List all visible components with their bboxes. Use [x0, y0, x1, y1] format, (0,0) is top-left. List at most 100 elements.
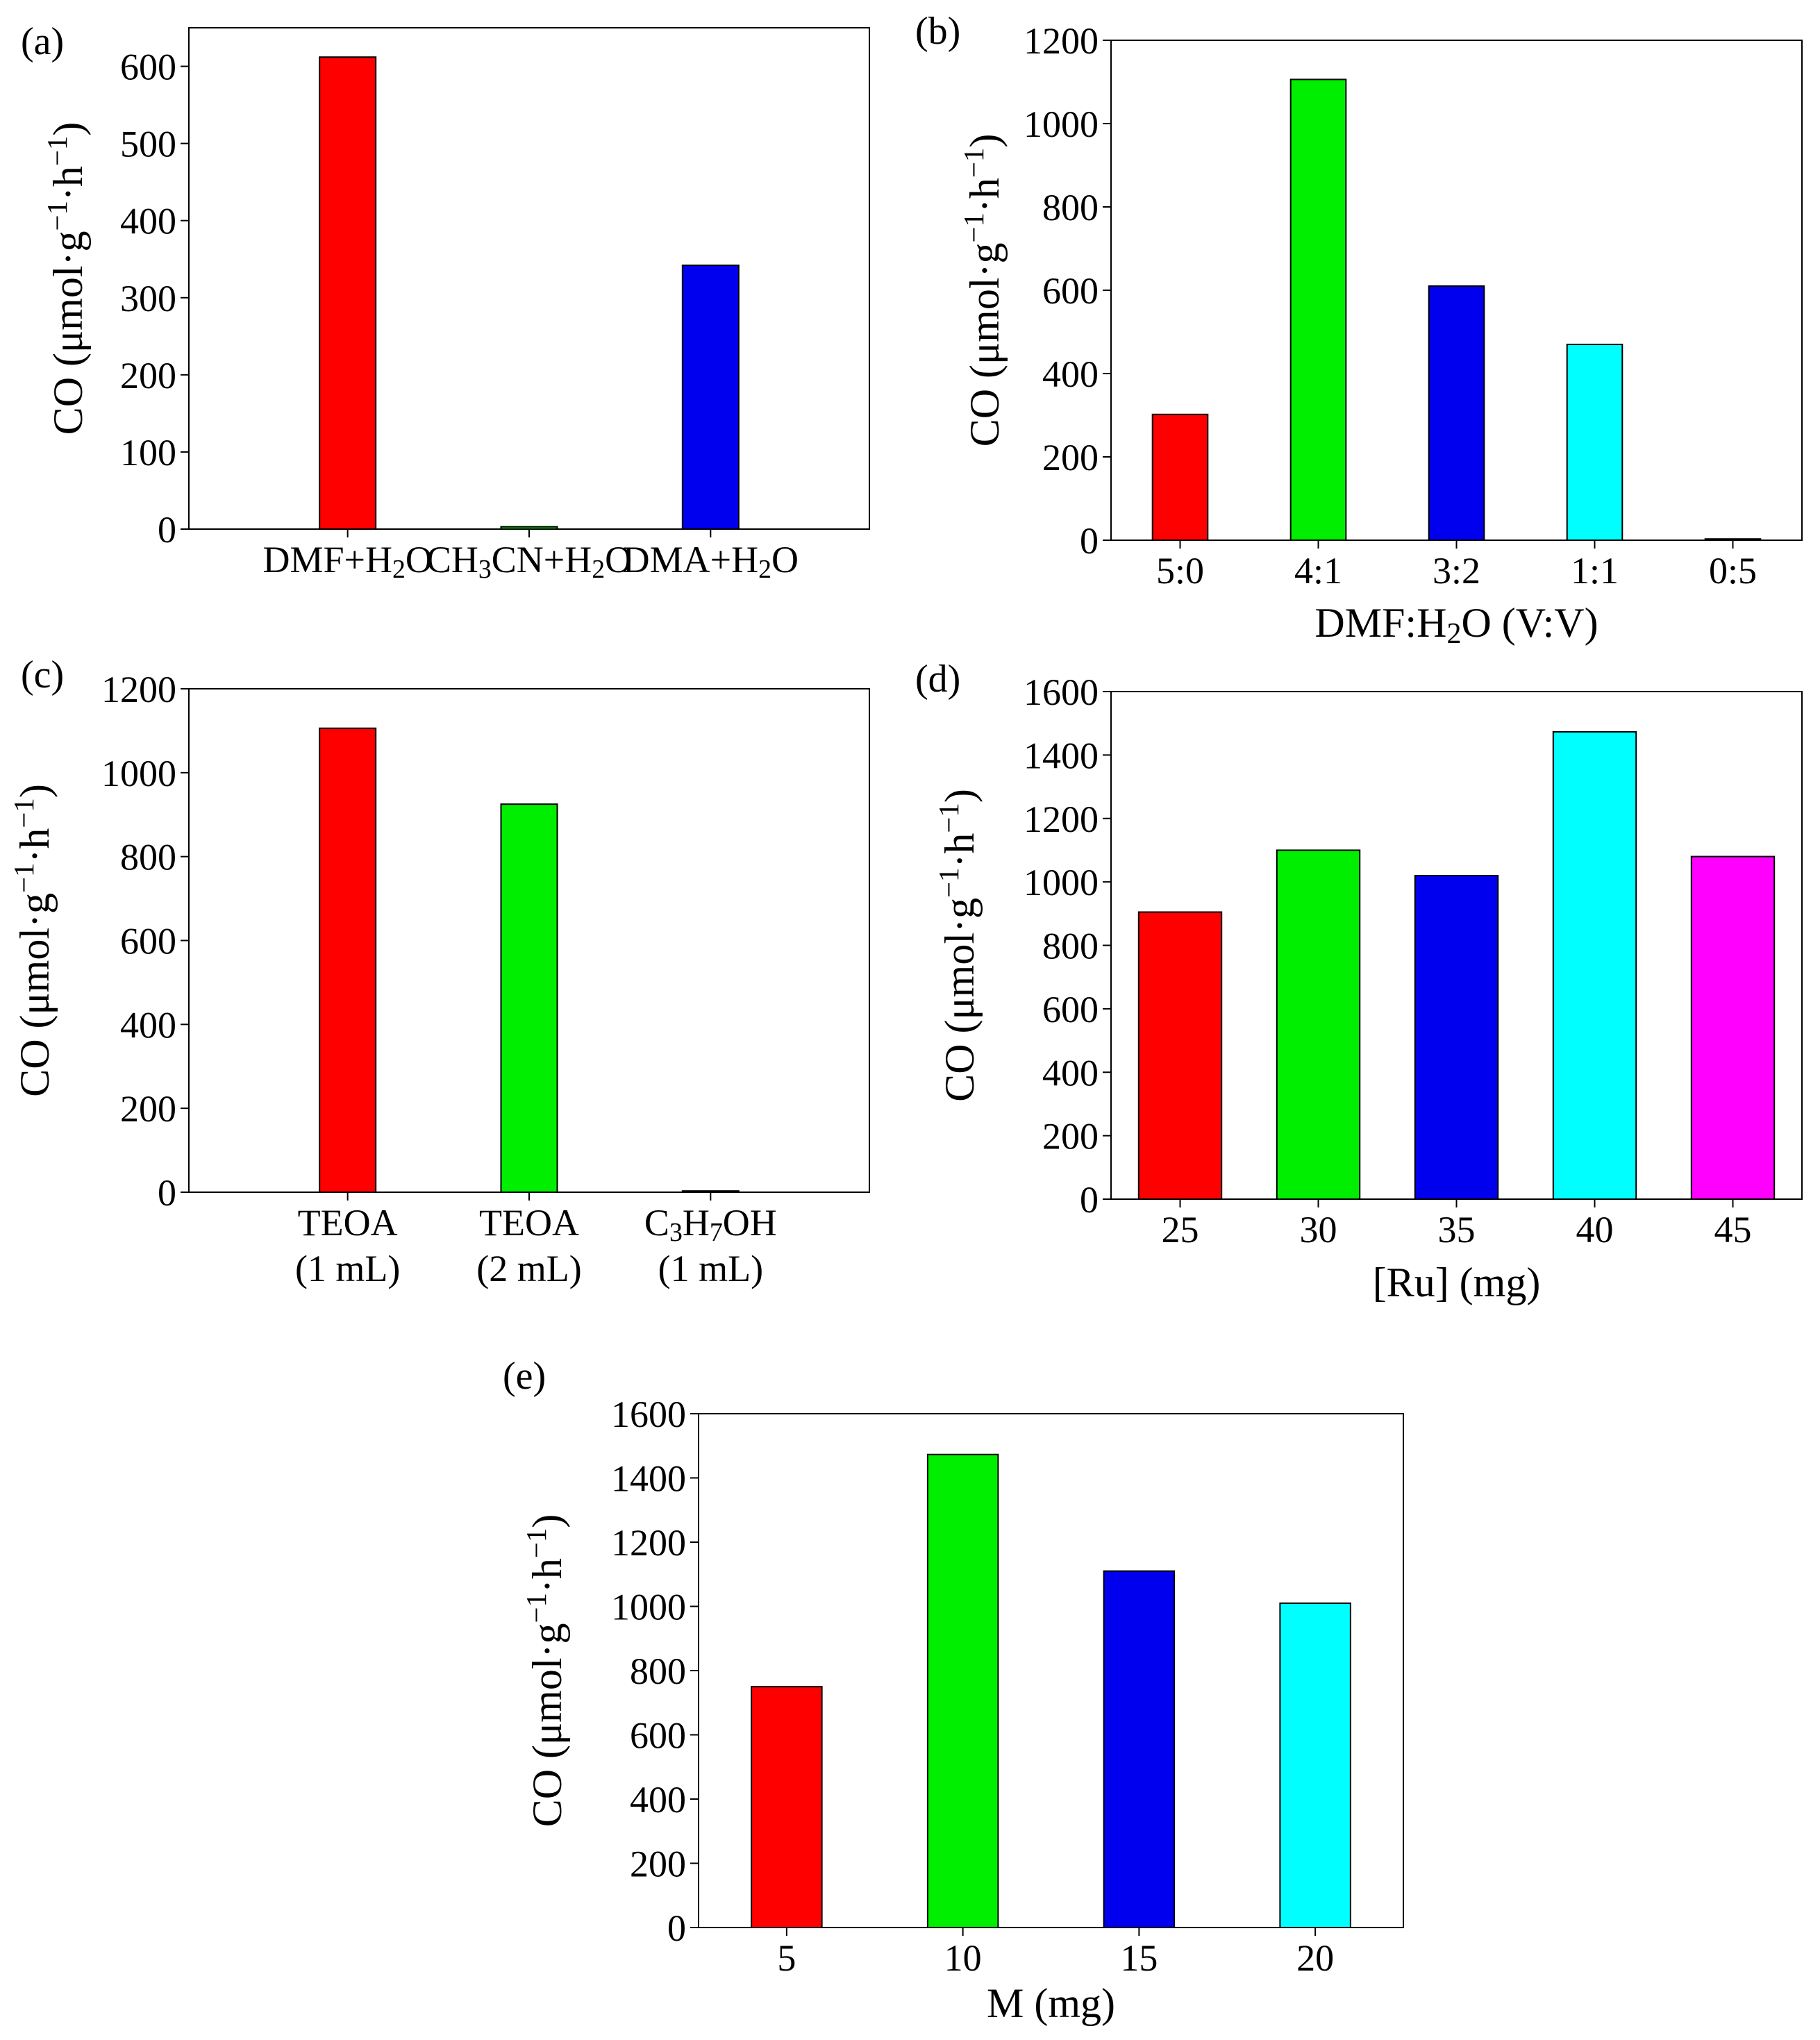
y-tick-label: 600 — [1042, 989, 1099, 1030]
y-tick-label: 200 — [1042, 437, 1099, 478]
panel-label: (c) — [21, 653, 64, 696]
bar-e-2 — [926, 1453, 999, 1929]
bar-d-4 — [1552, 731, 1637, 1200]
bar-b-2 — [1289, 78, 1347, 541]
bar-d-3 — [1414, 874, 1499, 1201]
y-tick-label: 400 — [1042, 1052, 1099, 1094]
x-category-label: 3:2 — [1433, 550, 1480, 592]
x-category-label: TEOA — [479, 1202, 579, 1244]
bar-d-1 — [1137, 911, 1223, 1200]
x-category-label: (1 mL) — [658, 1248, 763, 1289]
x-category-label: 0:5 — [1709, 550, 1757, 592]
x-category-label: 20 — [1296, 1937, 1334, 1979]
x-category-label: 40 — [1576, 1209, 1614, 1251]
panel-label: (e) — [503, 1355, 546, 1398]
x-category-label: DMF+H2O — [262, 539, 432, 584]
y-tick-label: 800 — [120, 837, 176, 878]
y-tick-label: 600 — [630, 1715, 686, 1757]
y-tick-label: 600 — [120, 921, 176, 962]
bar-c-2 — [500, 803, 558, 1194]
x-axis-title: [Ru] (mg) — [1373, 1260, 1541, 1305]
y-tick-label: 1000 — [611, 1587, 686, 1628]
y-tick-label: 1600 — [1024, 671, 1099, 713]
x-category-label: DMA+H2O — [623, 539, 799, 584]
panel-label: (d) — [915, 658, 960, 701]
x-category-label: CH3CN+H2O — [426, 539, 632, 584]
bar-b-4 — [1566, 344, 1623, 541]
y-tick-label: 600 — [120, 47, 176, 88]
y-tick-label: 1200 — [101, 669, 176, 710]
x-category-label: (1 mL) — [295, 1248, 400, 1289]
y-tick-label: 0 — [1080, 520, 1099, 562]
x-category-label: 45 — [1714, 1209, 1752, 1251]
y-tick-label: 800 — [1042, 926, 1099, 967]
bar-b-5 — [1704, 538, 1762, 542]
x-category-label: 35 — [1438, 1209, 1476, 1251]
y-axis-title: CO (μmol·g−1·h−1) — [42, 122, 92, 435]
y-tick-label: 1200 — [611, 1522, 686, 1564]
panel-e: 0 200 400 600 800 1000 1200 1400 1600 5 10 15 20 CO (… — [503, 1355, 1404, 2026]
x-axis-title: M (mg) — [987, 1980, 1115, 2026]
x-axis-title: DMF:H2O (V:V) — [1314, 600, 1598, 650]
y-tick-label: 200 — [120, 355, 176, 396]
y-tick-label: 1000 — [101, 753, 176, 794]
y-tick-label: 800 — [1042, 187, 1099, 228]
bar-e-4 — [1279, 1602, 1351, 1928]
y-tick-label: 1200 — [1024, 20, 1099, 62]
x-category-label: 5:0 — [1156, 550, 1204, 592]
y-tick-label: 400 — [120, 1004, 176, 1046]
x-category-label: 10 — [944, 1937, 982, 1979]
x-category-label: TEOA — [298, 1202, 398, 1244]
y-tick-label: 400 — [1042, 353, 1099, 395]
bar-e-3 — [1103, 1570, 1176, 1928]
panel-b: 0 200 400 600 800 1000 1200 5:0 4:1 3:2 1:1 0:5 CO (… — [915, 10, 1803, 650]
panel-label: (b) — [915, 10, 960, 53]
y-tick-label: 400 — [120, 201, 176, 242]
y-tick-label: 1000 — [1024, 103, 1099, 145]
bar-a-2 — [500, 526, 558, 530]
bar-a-3 — [681, 265, 740, 530]
x-category-label: 5 — [777, 1937, 796, 1979]
y-tick-label: 1400 — [1024, 735, 1099, 776]
x-category-label: 25 — [1162, 1209, 1199, 1251]
y-axis-title: CO (μmol·g−1·h−1) — [8, 784, 58, 1097]
bar-d-5 — [1690, 855, 1776, 1200]
y-tick-label: 400 — [630, 1779, 686, 1821]
y-axis-title: CO (μmol·g−1·h−1) — [933, 789, 983, 1102]
y-tick-label: 0 — [1080, 1179, 1099, 1221]
y-axis-title: CO (μmol·g−1·h−1) — [958, 134, 1008, 447]
bar-c-1 — [319, 727, 377, 1193]
y-tick-label: 200 — [1042, 1116, 1099, 1157]
x-category-label: 15 — [1120, 1937, 1158, 1979]
bar-c-3 — [681, 1190, 740, 1193]
x-category-label: C3H7OH — [644, 1202, 777, 1247]
bar-d-2 — [1276, 849, 1361, 1200]
x-category-label: 4:1 — [1294, 550, 1342, 592]
panel-d: 0 200 400 600 800 1000 1200 1400 1600 25 30 35 40 45 C… — [915, 658, 1803, 1305]
x-category-label: 1:1 — [1571, 550, 1619, 592]
y-axis-title: CO (μmol·g−1·h−1) — [521, 1514, 571, 1828]
panel-label: (a) — [21, 20, 64, 63]
y-tick-label: 500 — [120, 124, 176, 165]
panel-a: 0 100 200 300 400 500 600 DMF+H2OCH3CN+H2ODMA+H… — [21, 20, 870, 584]
y-tick-label: 100 — [120, 432, 176, 474]
x-category-label: 30 — [1300, 1209, 1337, 1251]
y-tick-label: 200 — [630, 1843, 686, 1885]
bar-e-1 — [751, 1686, 823, 1928]
y-tick-label: 1600 — [611, 1394, 686, 1435]
y-tick-label: 0 — [158, 1172, 176, 1214]
y-tick-label: 0 — [667, 1907, 686, 1949]
y-tick-label: 800 — [630, 1650, 686, 1692]
plot-frame — [188, 27, 870, 530]
y-tick-label: 600 — [1042, 270, 1099, 312]
bar-b-3 — [1428, 285, 1485, 541]
bar-a-1 — [319, 56, 377, 530]
y-tick-label: 1000 — [1024, 862, 1099, 903]
y-tick-label: 1200 — [1024, 799, 1099, 840]
y-tick-label: 1400 — [611, 1458, 686, 1500]
x-category-label: (2 mL) — [476, 1248, 581, 1289]
y-tick-label: 0 — [158, 509, 176, 551]
y-tick-label: 200 — [120, 1088, 176, 1130]
